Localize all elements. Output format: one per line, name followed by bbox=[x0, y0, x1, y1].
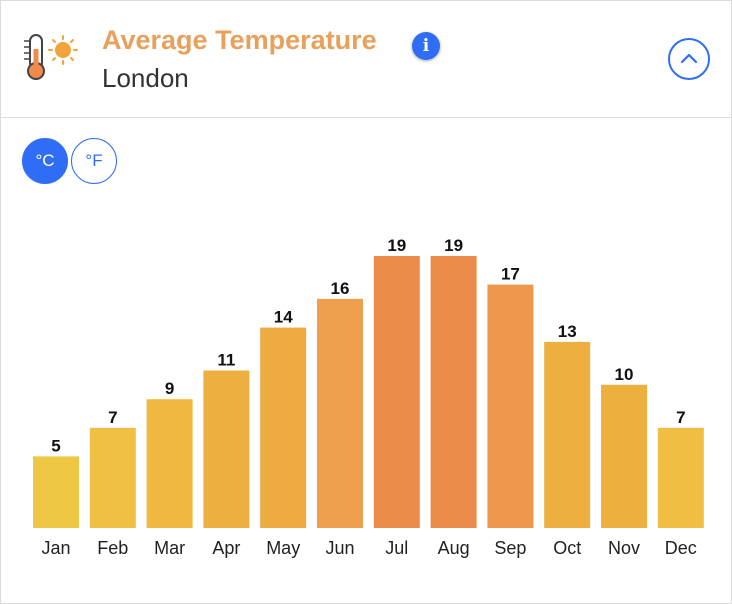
bar-apr bbox=[203, 370, 250, 528]
category-label-jun: Jun bbox=[325, 538, 354, 558]
location-subtitle: London bbox=[102, 63, 189, 93]
thermometer-sun-icon bbox=[24, 34, 78, 80]
info-icon[interactable]: i bbox=[412, 32, 440, 60]
data-label-jun: 16 bbox=[331, 279, 350, 298]
category-label-feb: Feb bbox=[97, 538, 128, 558]
bar-jul bbox=[373, 256, 420, 528]
category-label-apr: Apr bbox=[212, 538, 240, 558]
bar-jun bbox=[317, 298, 363, 528]
data-label-aug: 19 bbox=[444, 236, 463, 255]
card-header: Average Temperature London i bbox=[1, 1, 731, 118]
bar-sep bbox=[487, 284, 534, 528]
data-label-apr: 11 bbox=[217, 351, 235, 370]
data-label-feb: 7 bbox=[108, 408, 117, 427]
category-label-nov: Nov bbox=[608, 538, 640, 558]
chevron-up-icon bbox=[680, 53, 698, 64]
bar-aug bbox=[430, 256, 477, 528]
bar-oct bbox=[544, 341, 591, 528]
data-label-oct: 13 bbox=[558, 322, 577, 341]
category-label-may: May bbox=[266, 538, 300, 558]
data-label-may: 14 bbox=[274, 308, 293, 327]
category-label-dec: Dec bbox=[665, 538, 697, 558]
bar-may bbox=[260, 327, 307, 528]
category-label-jan: Jan bbox=[41, 538, 70, 558]
bar-jan bbox=[33, 456, 79, 528]
data-label-jan: 5 bbox=[51, 436, 60, 455]
data-label-nov: 10 bbox=[615, 365, 634, 384]
category-label-mar: Mar bbox=[154, 538, 185, 558]
category-label-oct: Oct bbox=[553, 538, 581, 558]
category-label-jul: Jul bbox=[385, 538, 408, 558]
data-label-sep: 17 bbox=[501, 265, 520, 284]
bar-nov bbox=[601, 384, 647, 528]
chart-title: Average Temperature bbox=[102, 25, 377, 55]
data-label-dec: 7 bbox=[676, 408, 685, 427]
bar-mar bbox=[146, 399, 193, 528]
celsius-toggle[interactable]: °C bbox=[22, 138, 68, 184]
bar-feb bbox=[89, 427, 136, 528]
category-label-sep: Sep bbox=[494, 538, 526, 558]
data-label-mar: 9 bbox=[165, 379, 174, 398]
data-label-jul: 19 bbox=[387, 236, 406, 255]
category-label-aug: Aug bbox=[438, 538, 470, 558]
fahrenheit-toggle[interactable]: °F bbox=[71, 138, 117, 184]
bar-dec bbox=[657, 427, 704, 528]
collapse-button[interactable] bbox=[668, 38, 710, 80]
